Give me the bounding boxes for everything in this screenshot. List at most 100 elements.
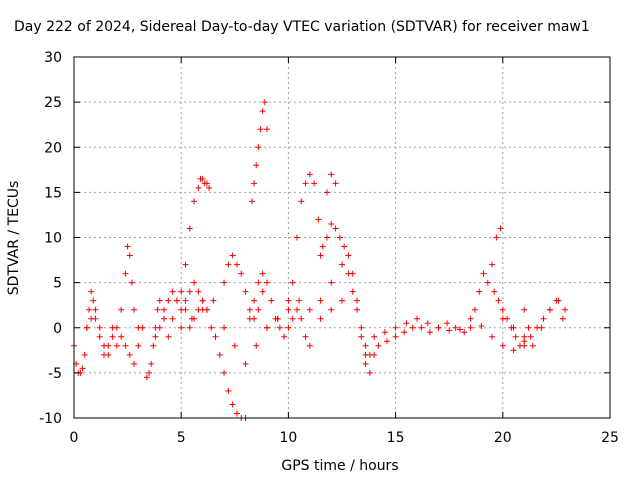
data-point <box>259 270 266 277</box>
data-point <box>229 401 236 408</box>
data-point <box>139 324 146 331</box>
data-point <box>302 180 309 187</box>
data-point <box>259 108 266 115</box>
data-point <box>285 306 292 313</box>
data-point <box>293 306 300 313</box>
data-point <box>559 315 566 322</box>
data-point <box>446 327 453 334</box>
data-point <box>553 297 560 304</box>
data-point <box>96 333 103 340</box>
data-point <box>317 297 324 304</box>
data-point <box>426 329 433 336</box>
data-point <box>124 243 131 250</box>
data-point <box>561 306 568 313</box>
data-point <box>401 329 408 336</box>
data-point <box>212 333 219 340</box>
data-point <box>169 315 176 322</box>
data-point <box>109 333 116 340</box>
data-point <box>529 342 536 349</box>
data-point <box>221 324 228 331</box>
x-tick-label: 25 <box>601 430 619 446</box>
data-point <box>456 326 463 333</box>
data-point <box>414 315 421 322</box>
data-point <box>332 225 339 232</box>
data-point <box>210 297 217 304</box>
data-point <box>546 306 553 313</box>
y-tick-label: 20 <box>44 140 62 156</box>
data-point <box>452 324 459 331</box>
data-point <box>199 175 206 182</box>
data-point <box>392 333 399 340</box>
data-point <box>521 333 528 340</box>
data-point <box>154 306 161 313</box>
data-point <box>101 342 108 349</box>
data-point <box>156 324 163 331</box>
data-point <box>298 198 305 205</box>
data-point <box>341 243 348 250</box>
data-point <box>156 297 163 304</box>
data-point <box>135 342 142 349</box>
data-point <box>81 351 88 358</box>
data-point <box>384 338 391 345</box>
data-point <box>203 180 210 187</box>
data-point <box>345 252 352 259</box>
y-axis-label: SDTVAR / TECUs <box>6 181 22 296</box>
data-point <box>88 288 95 295</box>
data-point <box>289 315 296 322</box>
data-point <box>332 180 339 187</box>
data-point <box>328 306 335 313</box>
data-point <box>319 243 326 250</box>
data-point <box>148 360 155 367</box>
chart-title: Day 222 of 2024, Sidereal Day-to-day VTE… <box>14 19 590 35</box>
data-point <box>191 198 198 205</box>
data-point <box>152 333 159 340</box>
data-point <box>489 333 496 340</box>
data-point <box>444 320 451 327</box>
data-point <box>527 333 534 340</box>
data-point <box>246 315 253 322</box>
data-point <box>122 270 129 277</box>
data-point <box>233 410 240 417</box>
data-point <box>345 270 352 277</box>
data-point <box>392 324 399 331</box>
data-point <box>118 306 125 313</box>
data-point <box>191 279 198 286</box>
data-point <box>362 342 369 349</box>
data-point <box>182 297 189 304</box>
data-point <box>381 329 388 336</box>
x-tick-label: 20 <box>494 430 512 446</box>
data-point <box>311 180 318 187</box>
y-tick-label: 0 <box>53 321 62 337</box>
x-tick-labels: 0 5 10 15 20 25 <box>70 430 619 446</box>
data-point <box>493 234 500 241</box>
data-point <box>165 297 172 304</box>
data-point <box>480 270 487 277</box>
grid-layer <box>74 57 610 418</box>
data-point <box>221 279 228 286</box>
y-tick-label: -10 <box>39 411 62 427</box>
data-point <box>281 333 288 340</box>
data-point <box>306 171 313 178</box>
data-point <box>467 324 474 331</box>
data-point <box>118 333 125 340</box>
data-point <box>306 342 313 349</box>
data-point <box>435 324 442 331</box>
data-point <box>461 329 468 336</box>
data-point <box>323 189 330 196</box>
data-point <box>251 180 258 187</box>
data-point <box>246 306 253 313</box>
y-tick-label: 30 <box>44 50 62 66</box>
data-point <box>83 324 90 331</box>
data-point <box>225 261 232 268</box>
data-point <box>186 288 193 295</box>
x-tick-label: 0 <box>70 430 79 446</box>
data-point <box>221 369 228 376</box>
data-point <box>276 324 283 331</box>
x-tick-label: 10 <box>279 430 297 446</box>
data-point <box>285 324 292 331</box>
data-point <box>315 216 322 223</box>
data-point <box>206 184 213 191</box>
data-point <box>491 288 498 295</box>
data-point <box>336 234 343 241</box>
data-point <box>242 360 249 367</box>
